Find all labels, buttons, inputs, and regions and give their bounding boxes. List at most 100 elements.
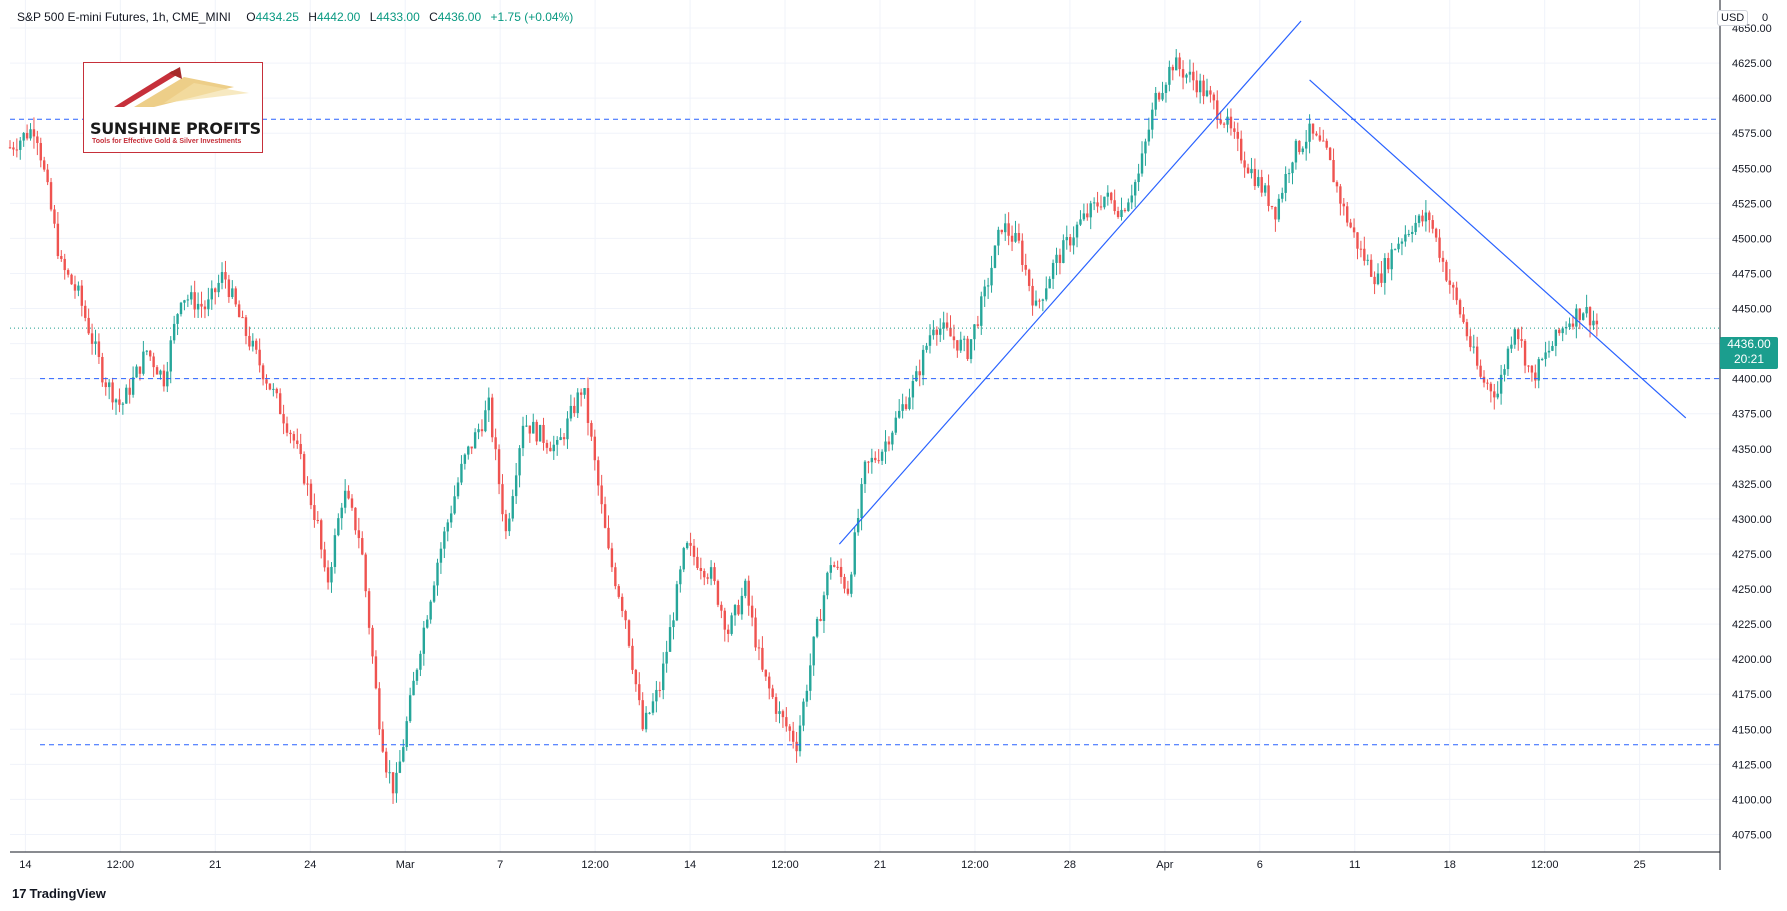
candle-body: [1198, 80, 1202, 93]
candle-body: [1222, 123, 1226, 125]
candle-body: [463, 454, 467, 464]
candle-body: [39, 143, 42, 161]
candle-body: [169, 340, 172, 372]
candle-body: [1380, 273, 1383, 283]
candle-body: [904, 404, 908, 409]
candle-body: [579, 392, 583, 395]
candle-body: [1051, 262, 1055, 279]
candle-body: [809, 665, 812, 691]
currency-button[interactable]: USD: [1717, 10, 1749, 26]
candle-body: [901, 404, 904, 411]
candle-body: [432, 585, 436, 602]
candle-body: [299, 443, 302, 455]
y-tick-label: 4150.00: [1732, 724, 1772, 736]
candle-body: [1212, 94, 1216, 101]
candle-body: [343, 490, 347, 508]
candle-body: [385, 751, 388, 773]
candle-body: [1540, 359, 1544, 361]
candle-body: [641, 700, 644, 730]
candle-body: [460, 463, 463, 483]
candle-body: [374, 656, 378, 689]
candle-body: [1031, 285, 1034, 306]
candle-body: [1171, 66, 1174, 71]
candle-body: [46, 169, 49, 183]
candle-body: [682, 548, 685, 570]
candle-body: [925, 345, 928, 350]
y-tick-label: 4350.00: [1732, 444, 1772, 456]
candle-body: [932, 329, 935, 336]
candle-body: [1096, 202, 1099, 207]
candle-body: [1202, 80, 1205, 97]
candle-body: [1393, 249, 1397, 251]
candle-body: [945, 322, 949, 328]
candle-body: [549, 447, 552, 452]
candle-body: [183, 300, 186, 303]
candle-body: [552, 444, 555, 452]
candle-body: [1260, 177, 1263, 193]
candle-body: [22, 132, 25, 141]
change-value: +1.75 (+0.04%): [490, 10, 574, 24]
candle-body: [176, 314, 179, 324]
candle-body: [1342, 203, 1345, 207]
candle-body: [1373, 276, 1376, 285]
candle-body: [412, 680, 415, 696]
candle-body: [1404, 234, 1407, 242]
candle-body: [207, 299, 210, 310]
candle-body: [1120, 209, 1123, 217]
logo-tagline: Tools for Effective Gold & Silver Invest…: [92, 138, 242, 145]
candle-body: [1558, 329, 1561, 334]
candle-body: [911, 381, 915, 398]
candle-body: [815, 618, 819, 637]
candle-body: [1007, 223, 1010, 236]
y-tick-label: 4250.00: [1732, 584, 1772, 596]
candle-body: [84, 305, 87, 318]
candle-body: [1164, 84, 1168, 93]
candle-body: [1130, 195, 1133, 203]
candle-body: [1445, 261, 1448, 281]
y-tick-label: 4200.00: [1732, 654, 1772, 666]
candle-body: [1407, 233, 1410, 235]
candle-body: [25, 132, 29, 139]
candle-body: [713, 567, 716, 582]
tradingview-logo[interactable]: 17 TradingView: [12, 886, 106, 901]
candle-body: [1499, 374, 1503, 394]
candle-body: [983, 286, 986, 297]
candle-body: [1216, 100, 1219, 120]
candle-body: [480, 429, 484, 432]
candle-body: [1585, 307, 1588, 314]
candle-body: [826, 572, 829, 596]
candle-body: [600, 485, 603, 505]
candle-body: [1346, 206, 1349, 223]
candle-body: [1000, 229, 1003, 233]
candle-body: [80, 285, 84, 306]
y-tick-label: 4550.00: [1732, 163, 1772, 175]
candle-body: [1506, 348, 1510, 370]
candle-body: [1185, 74, 1188, 78]
candle-body: [644, 712, 648, 730]
candle-body: [846, 588, 850, 594]
candle-body: [1041, 299, 1045, 301]
candle-body: [203, 306, 207, 310]
candle-body: [993, 245, 997, 268]
candle-body: [528, 425, 532, 434]
candle-body: [1448, 280, 1452, 285]
candle-body: [665, 651, 668, 664]
candle-body: [1048, 278, 1051, 289]
candle-body: [658, 689, 661, 691]
candle-body: [634, 669, 638, 685]
candle-body: [347, 490, 350, 499]
candle-body: [521, 425, 525, 449]
candle-body: [651, 701, 655, 713]
candle-body: [19, 140, 22, 150]
candle-body: [959, 339, 962, 351]
candle-body: [326, 567, 330, 583]
candle-body: [405, 721, 408, 748]
candle-body: [350, 498, 354, 508]
candle-body: [1397, 243, 1400, 250]
candle-body: [576, 392, 579, 414]
candle-body: [1527, 365, 1530, 367]
candle-body: [915, 371, 918, 382]
candle-body: [422, 627, 426, 654]
candle-body: [73, 284, 77, 291]
